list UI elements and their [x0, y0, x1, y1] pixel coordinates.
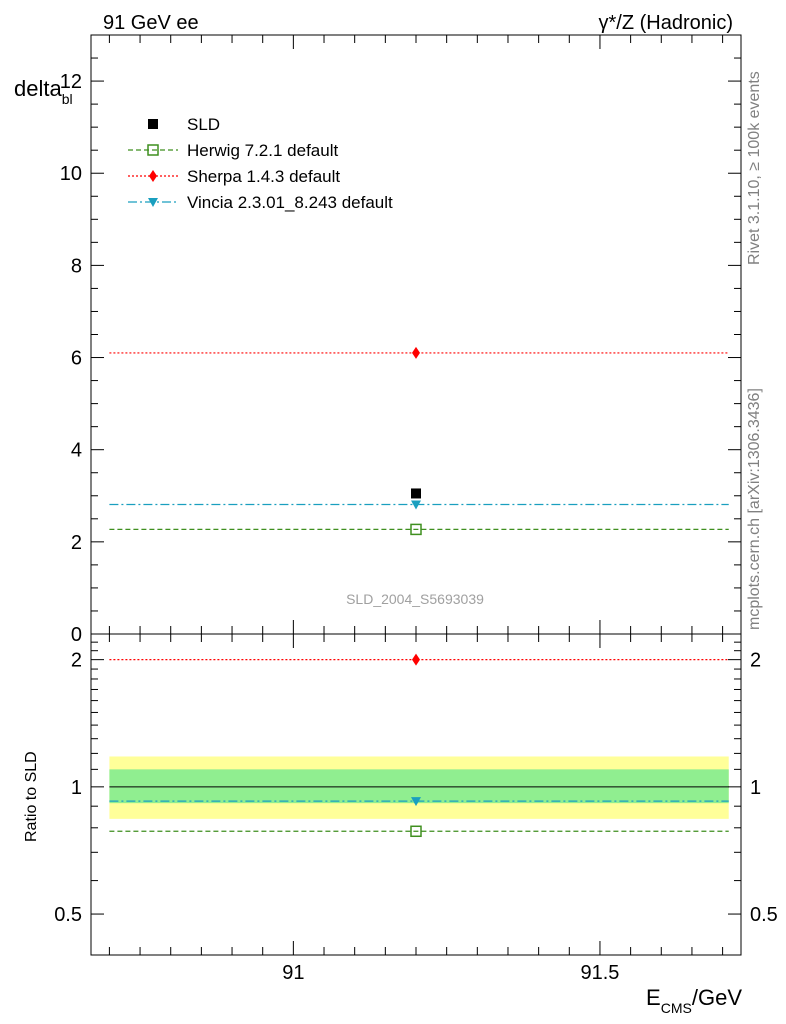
mcplots-reference-label: mcplots.cern.ch [arXiv:1306.3436] — [746, 388, 763, 630]
header-left: 91 GeV ee — [103, 12, 199, 34]
main-y-tick-label: 0 — [71, 624, 82, 646]
ratio-panel: 0.5 0.5 1 1 2 2 91 91.5 — [54, 633, 778, 984]
series-marker-sherpa — [412, 346, 420, 359]
legend-marker-sld — [148, 119, 158, 129]
main-panel: 0 2 4 6 8 10 12 — [60, 34, 742, 646]
analysis-watermark: SLD_2004_S5693039 — [346, 591, 484, 607]
sld-data-point — [411, 488, 421, 499]
header-right: γ*/Z (Hadronic) — [599, 12, 733, 34]
x-tick-label: 91 — [282, 962, 304, 984]
main-y-tick-label: 2 — [71, 532, 82, 554]
main-y-tick-label: 8 — [71, 255, 82, 277]
main-y-tick-label: 10 — [60, 163, 82, 185]
legend-marker — [149, 170, 157, 182]
rivet-version-label: Rivet 3.1.10, ≥ 100k events — [746, 71, 763, 265]
series-marker-vincia — [411, 500, 421, 510]
legend-marker — [148, 198, 158, 207]
ratio-y-tick-label-left: 1 — [71, 777, 82, 799]
ratio-xlabel: ECMS/GeV — [646, 985, 742, 1016]
ratio-ylabel: Ratio to SLD — [23, 751, 40, 842]
ratio-marker-sherpa — [412, 653, 420, 666]
main-y-tick-label: 12 — [60, 71, 82, 93]
ratio-y-tick-label-left: 2 — [71, 650, 82, 672]
legend-label: Herwig 7.2.1 default — [187, 141, 338, 160]
ratio-y-tick-label-left: 0.5 — [54, 904, 82, 926]
ratio-y-tick-label-right: 2 — [750, 650, 761, 672]
ratio-y-tick-label-right: 1 — [750, 777, 761, 799]
main-ylabel: deltabl — [14, 76, 73, 107]
legend-marker — [147, 144, 159, 156]
legend-label: Vincia 2.3.01_8.243 default — [187, 193, 393, 212]
main-y-tick-label: 6 — [71, 348, 82, 370]
legend: SLD Herwig 7.2.1 default Sherpa 1.4.3 defa… — [128, 115, 393, 212]
ratio-y-tick-label-right: 0.5 — [750, 904, 778, 926]
ratio-marker-vincia — [411, 797, 421, 807]
legend-label: Sherpa 1.4.3 default — [187, 167, 340, 186]
legend-label-sld: SLD — [187, 115, 220, 134]
x-tick-label: 91.5 — [580, 962, 619, 984]
ratio-marker-herwig — [410, 825, 422, 838]
series-marker-herwig — [410, 523, 422, 536]
main-y-tick-label: 4 — [71, 440, 82, 462]
